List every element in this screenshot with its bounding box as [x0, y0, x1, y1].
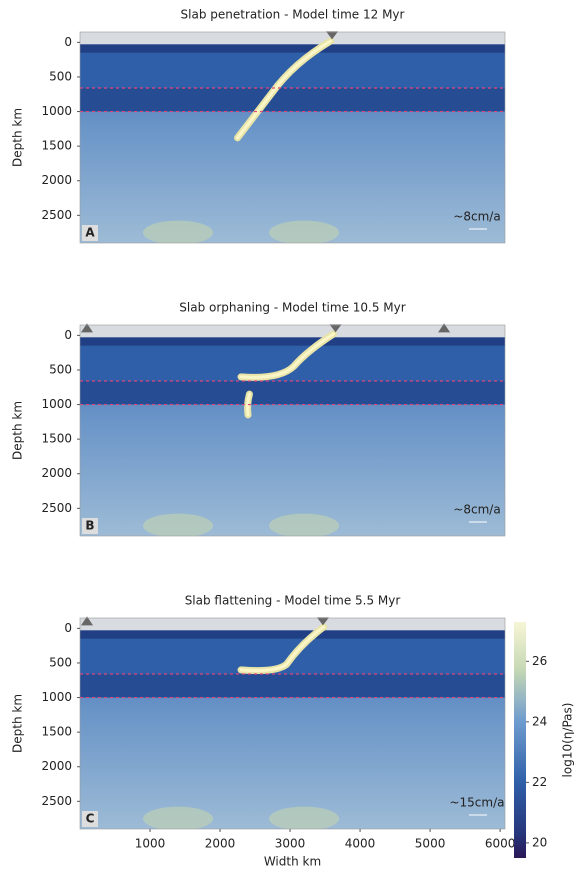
x-tick-label: 6000	[485, 837, 516, 851]
transition-zone	[80, 381, 505, 405]
sticky-air	[80, 618, 505, 631]
y-tick-label: 500	[49, 655, 72, 669]
colorbar-tick-label: 20	[532, 835, 547, 849]
plate-marker	[81, 616, 94, 626]
plate-marker	[316, 617, 329, 626]
y-tick-label: 2000	[41, 173, 72, 187]
low-viscosity-blob	[143, 513, 214, 536]
panel-label-box	[82, 225, 98, 241]
x-axis-label: Width km	[264, 855, 321, 869]
low-viscosity-blob	[143, 806, 214, 829]
lithosphere	[80, 337, 505, 346]
slab-core	[246, 392, 251, 417]
sticky-air	[80, 325, 505, 338]
y-tick-label: 0	[64, 621, 72, 635]
axes-frame	[79, 617, 506, 830]
model-field	[80, 325, 505, 536]
y-tick-label: 500	[49, 362, 72, 376]
colorbar	[514, 622, 526, 858]
sticky-air	[80, 32, 505, 45]
plate-marker	[438, 323, 451, 333]
y-tick-label: 1000	[41, 104, 72, 118]
low-viscosity-blob	[269, 220, 340, 243]
colorbar-tick-label: 22	[532, 775, 547, 789]
lithosphere	[80, 44, 505, 53]
low-viscosity-blob	[269, 513, 340, 536]
x-tick-label: 3000	[275, 837, 306, 851]
colorbar-label: log10(η/Pas)	[561, 703, 575, 778]
transition-zone	[80, 88, 505, 112]
y-tick-label: 500	[49, 69, 72, 83]
y-axis-label: Depth km	[11, 694, 25, 753]
plate-marker	[329, 324, 342, 333]
panel-label: C	[86, 812, 95, 826]
y-tick-label: 0	[64, 35, 72, 49]
y-tick-label: 2500	[41, 501, 72, 515]
axes-frame	[79, 324, 506, 537]
slab-core	[239, 332, 335, 379]
panel-title: Slab flattening - Model time 5.5 Myr	[185, 594, 401, 608]
y-tick-label: 2500	[41, 208, 72, 222]
y-tick-label: 1000	[41, 397, 72, 411]
slab-core	[236, 39, 333, 140]
y-tick-label: 2500	[41, 794, 72, 808]
x-tick-label: 5000	[415, 837, 446, 851]
y-axis-label: Depth km	[11, 108, 25, 167]
low-viscosity-blob	[269, 806, 340, 829]
plate-marker	[81, 323, 94, 333]
panel-label: B	[85, 519, 94, 533]
model-field	[80, 618, 505, 829]
y-tick-label: 1000	[41, 690, 72, 704]
velocity-scale-label: ~15cm/a	[449, 796, 504, 810]
x-tick-label: 2000	[205, 837, 236, 851]
colorbar-tick-label: 24	[532, 714, 547, 728]
slab-core	[239, 625, 326, 673]
transition-zone	[80, 674, 505, 698]
model-field	[80, 32, 505, 243]
velocity-scale-label: ~8cm/a	[453, 210, 500, 224]
panel-label: A	[85, 226, 95, 240]
y-tick-label: 1500	[41, 139, 72, 153]
lithosphere	[80, 630, 505, 639]
velocity-scale-label: ~8cm/a	[453, 503, 500, 517]
low-viscosity-blob	[143, 220, 214, 243]
panel-label-box	[82, 518, 98, 534]
y-tick-label: 1500	[41, 725, 72, 739]
y-axis-label: Depth km	[11, 401, 25, 460]
y-tick-label: 2000	[41, 759, 72, 773]
panel-label-box	[82, 811, 98, 827]
panel-title: Slab penetration - Model time 12 Myr	[181, 8, 405, 22]
colorbar-tick-label: 26	[532, 654, 547, 668]
x-tick-label: 1000	[135, 837, 166, 851]
y-tick-label: 1500	[41, 432, 72, 446]
y-tick-label: 2000	[41, 466, 72, 480]
x-tick-label: 4000	[345, 837, 376, 851]
y-tick-label: 0	[64, 328, 72, 342]
plate-marker	[326, 31, 339, 40]
axes-frame	[79, 31, 506, 244]
panel-title: Slab orphaning - Model time 10.5 Myr	[179, 301, 405, 315]
